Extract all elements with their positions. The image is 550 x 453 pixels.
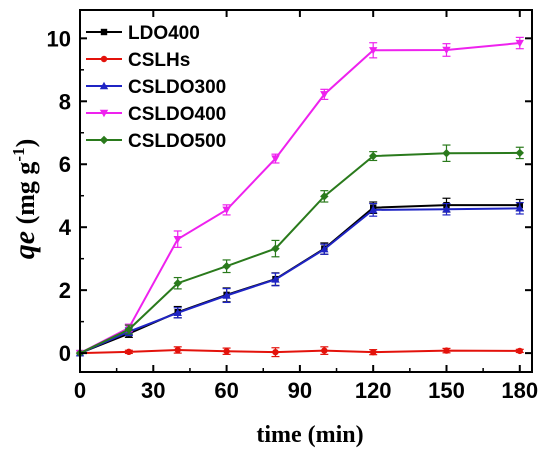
data-point: [515, 148, 524, 158]
legend-marker: [100, 28, 108, 36]
data-point: [368, 47, 378, 55]
legend-entry-csldo400: CSLDO400: [86, 104, 226, 125]
y-axis-subscript: e: [8, 231, 41, 244]
y-axis-symbol: q: [8, 244, 41, 259]
legend: LDO400 CSLHs CSLDO300 CSLDO400 CSLDO500: [86, 23, 226, 152]
data-point: [272, 348, 279, 356]
data-point: [442, 46, 451, 55]
data-point: [271, 244, 280, 253]
y-tick-label: 10: [47, 26, 71, 51]
y-axis-title: qe (mg g-1): [8, 139, 41, 260]
plot-area: [75, 36, 524, 358]
legend-label: CSLDO400: [128, 104, 226, 125]
data-point: [124, 325, 134, 334]
data-point: [271, 155, 280, 163]
y-tick-label: 6: [59, 152, 71, 177]
data-point: [320, 192, 329, 201]
legend-label: CSLHs: [128, 50, 190, 71]
legend-label: CSLDO300: [128, 77, 226, 98]
data-point: [174, 346, 181, 354]
x-tick-label: 60: [214, 378, 238, 403]
legend-label: CSLDO500: [128, 131, 226, 152]
data-point: [443, 347, 450, 354]
y-axis-unit-exponent: -1: [9, 147, 28, 161]
series-line-ldo400: [79, 204, 520, 355]
x-tick-label: 30: [141, 378, 165, 403]
data-point: [320, 91, 329, 99]
data-point: [442, 205, 451, 213]
axes: 0 30 60 90 120 150 180 0 2 4 6 8 10: [47, 9, 538, 403]
data-point: [173, 235, 182, 244]
data-point: [222, 291, 231, 299]
data-point: [321, 347, 328, 354]
series-csldo300: [75, 202, 524, 357]
legend-marker: [100, 55, 108, 63]
x-tick-label: 0: [74, 378, 86, 403]
data-point: [173, 279, 182, 288]
data-point: [173, 308, 182, 317]
data-point: [222, 262, 231, 271]
data-point: [442, 149, 451, 158]
legend-entry-csldo500: CSLDO500: [86, 131, 226, 152]
series-line-cslhs: [79, 348, 520, 355]
series-csldo500: [75, 144, 524, 358]
y-axis-unit-close: ): [11, 139, 40, 148]
x-tick-label: 180: [501, 378, 538, 403]
data-point: [368, 205, 378, 214]
data-point: [125, 348, 133, 356]
plot-frame: [79, 9, 533, 373]
x-tick-label: 90: [288, 378, 312, 403]
series-line-csldo500: [79, 151, 520, 355]
y-axis-unit: (mg g: [11, 162, 40, 231]
legend-entry-csldo300: CSLDO300: [86, 77, 226, 98]
x-tick-label: 120: [355, 378, 392, 403]
data-point: [223, 348, 230, 355]
y-tick-label: 2: [59, 278, 71, 303]
y-tick-label: 8: [59, 89, 71, 114]
data-point: [515, 39, 524, 48]
data-point: [271, 275, 280, 283]
data-point: [320, 245, 329, 253]
y-tick-label: 0: [59, 341, 71, 366]
x-axis-title: time (min): [256, 422, 363, 448]
legend-marker: [99, 81, 109, 90]
x-tick-label: 150: [428, 378, 465, 403]
series-line-csldo300: [79, 207, 520, 355]
y-tick-label: 4: [59, 215, 72, 240]
series-cslhs: [76, 346, 524, 358]
data-point: [516, 347, 523, 355]
legend-entry-cslhs: CSLHs: [86, 50, 190, 71]
data-point: [515, 204, 524, 212]
data-point: [368, 151, 378, 161]
legend-entry-ldo400: LDO400: [86, 23, 200, 44]
legend-label: LDO400: [128, 23, 200, 44]
legend-marker: [99, 109, 109, 118]
data-point: [222, 206, 231, 215]
legend-marker: [99, 135, 109, 145]
data-point: [369, 348, 377, 356]
